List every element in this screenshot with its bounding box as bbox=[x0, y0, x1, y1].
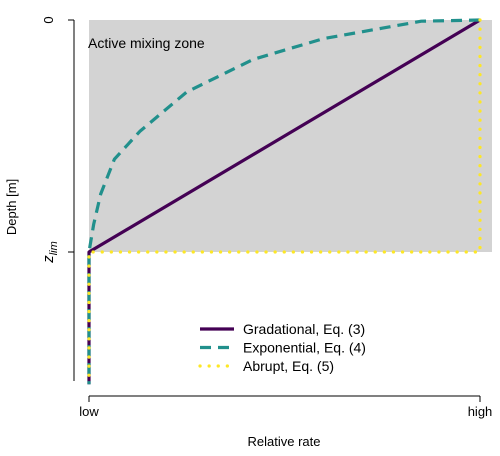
zlim-main: z bbox=[40, 255, 57, 264]
y-tick-label-zero: 0 bbox=[41, 16, 56, 23]
legend-label-dotted: Abrupt, Eq. (5) bbox=[243, 358, 334, 374]
series-layer bbox=[87, 18, 482, 386]
active-mixing-zone-label: Active mixing zone bbox=[88, 35, 205, 51]
x-axis-title: Relative rate bbox=[248, 434, 321, 449]
legend-label-solid: Gradational, Eq. (3) bbox=[243, 321, 365, 337]
legend-label-dashed: Exponential, Eq. (4) bbox=[243, 340, 366, 356]
zlim-subscript: lim bbox=[48, 241, 60, 255]
legend: Gradational, Eq. (3) Exponential, Eq. (4)… bbox=[198, 321, 366, 374]
x-tick-label-high: high bbox=[468, 404, 493, 419]
x-tick-label-low: low bbox=[79, 404, 99, 419]
series-dotted-line bbox=[87, 18, 482, 386]
series-dashed-line bbox=[87, 18, 481, 385]
y-tick-label-zlim: zlim bbox=[40, 241, 60, 264]
y-axis-title: Depth [m] bbox=[4, 179, 19, 235]
